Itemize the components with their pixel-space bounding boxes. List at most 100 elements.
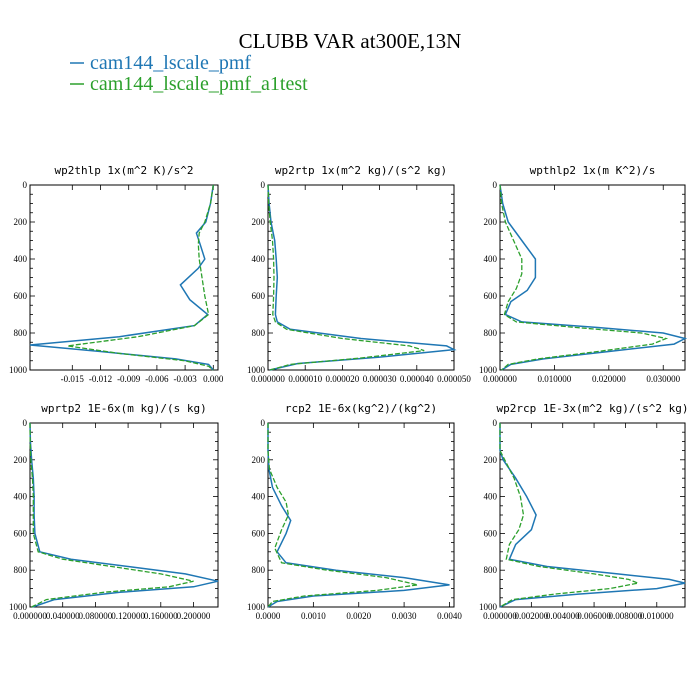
x-tick-label: 0.004000	[546, 611, 580, 621]
series-line-1	[267, 184, 425, 371]
series-line-1	[267, 423, 418, 608]
panel-3: wprtp2 1E-6x(m kg)/(s kg) 0 200 400 600 800 10…	[9, 402, 219, 621]
legend: cam144_lscale_pmf cam144_lscale_pmf_a1te…	[70, 52, 308, 95]
y-tick-label: 200	[252, 455, 266, 465]
y-tick-label: 400	[252, 254, 266, 264]
panel-title: wprtp2 1E-6x(m kg)/(s kg)	[41, 402, 207, 415]
y-tick-label: 800	[14, 328, 28, 338]
y-tick-label: 800	[484, 328, 498, 338]
plot-frame	[29, 422, 219, 608]
y-tick-label: 600	[484, 291, 498, 301]
y-tick-label: 1000	[479, 365, 498, 375]
x-tick-label: -0.009	[117, 374, 141, 384]
x-tick-label: -0.006	[145, 374, 169, 384]
y-tick-label: 0	[493, 418, 498, 428]
panel-title: wp2rtp 1x(m^2 kg)/(s^2 kg)	[275, 164, 447, 177]
series-line-1	[499, 423, 641, 608]
x-tick-label: 0.200000	[177, 611, 211, 621]
x-tick-label: 0.000050	[437, 374, 471, 384]
series-line-0	[499, 423, 686, 608]
panel-0: wp2thlp 1x(m^2 K)/s^2 0 200 400 600 800 1000 -0…	[9, 164, 224, 384]
series-line-1	[67, 184, 214, 371]
series-line-0	[29, 184, 215, 371]
panel-title: rcp2 1E-6x(kg^2)/(kg^2)	[285, 402, 437, 415]
x-tick-label: 0.0020	[346, 611, 371, 621]
panel-5: wp2rcp 1E-3x(m^2 kg)/(s^2 kg) 0 200 400 600 8…	[479, 402, 689, 621]
x-tick-label: 0.000000	[13, 611, 47, 621]
y-tick-label: 400	[14, 254, 28, 264]
y-tick-label: 0	[261, 180, 266, 190]
y-tick-label: 200	[14, 455, 28, 465]
y-tick-label: 0	[261, 418, 266, 428]
y-tick-label: 1000	[247, 602, 266, 612]
x-tick-label: 0.160000	[144, 611, 178, 621]
x-tick-label: 0.020000	[592, 374, 626, 384]
y-tick-label: 1000	[247, 365, 266, 375]
panel-title: wp2rcp 1E-3x(m^2 kg)/(s^2 kg)	[496, 402, 688, 415]
y-tick-label: 400	[252, 492, 266, 502]
y-tick-label: 800	[252, 328, 266, 338]
y-tick-label: 600	[252, 528, 266, 538]
legend-label-1: cam144_lscale_pmf_a1test	[90, 73, 308, 95]
plot-frame	[267, 422, 455, 608]
x-tick-label: 0.040000	[46, 611, 80, 621]
x-tick-label: 0.0040	[437, 611, 462, 621]
series-line-0	[29, 422, 219, 608]
y-tick-label: 400	[484, 254, 498, 264]
y-tick-label: 200	[14, 217, 28, 227]
x-tick-label: 0.000000	[483, 374, 517, 384]
x-tick-label: 0.0000	[256, 611, 281, 621]
y-tick-label: 600	[252, 291, 266, 301]
x-tick-label: -0.012	[89, 374, 112, 384]
x-tick-label: 0.000	[203, 374, 224, 384]
series-line-1	[29, 422, 194, 608]
x-tick-label: -0.015	[61, 374, 85, 384]
plot-frame	[267, 184, 455, 371]
series-line-0	[267, 423, 450, 608]
y-tick-label: 1000	[9, 365, 28, 375]
y-tick-label: 800	[252, 565, 266, 575]
x-tick-label: 0.000010	[288, 374, 322, 384]
figure-title: CLUBB VAR at300E,13N	[239, 29, 462, 53]
y-tick-label: 200	[484, 217, 498, 227]
y-tick-label: 1000	[479, 602, 498, 612]
x-tick-label: 0.080000	[79, 611, 113, 621]
x-tick-label: 0.120000	[111, 611, 145, 621]
x-tick-label: 0.000000	[483, 611, 517, 621]
y-tick-label: 1000	[9, 602, 28, 612]
y-tick-label: 600	[14, 291, 28, 301]
series-line-1	[499, 184, 669, 371]
x-tick-label: 0.010000	[538, 374, 572, 384]
y-tick-label: 200	[252, 217, 266, 227]
x-tick-label: 0.008000	[609, 611, 643, 621]
y-tick-label: 800	[14, 565, 28, 575]
x-tick-label: 0.0030	[392, 611, 417, 621]
panel-4: rcp2 1E-6x(kg^2)/(kg^2) 0 200 400 600 800 1000…	[247, 402, 462, 621]
x-tick-label: 0.000020	[326, 374, 360, 384]
x-tick-label: 0.010000	[640, 611, 674, 621]
legend-label-0: cam144_lscale_pmf	[90, 52, 251, 74]
panel-title: wpthlp2 1x(m K^2)/s	[530, 164, 656, 177]
x-tick-label: 0.002000	[514, 611, 548, 621]
y-tick-label: 200	[484, 455, 498, 465]
plot-frame	[499, 422, 686, 608]
panel-title: wp2thlp 1x(m^2 K)/s^2	[54, 164, 193, 177]
x-tick-label: -0.003	[173, 374, 197, 384]
series-line-0	[267, 184, 457, 371]
x-tick-label: 0.0010	[301, 611, 326, 621]
x-tick-label: 0.006000	[577, 611, 611, 621]
x-tick-label: 0.000040	[400, 374, 434, 384]
y-tick-label: 600	[484, 528, 498, 538]
panels-container: wp2thlp 1x(m^2 K)/s^2 0 200 400 600 800 1000 -0…	[9, 164, 689, 621]
panel-2: wpthlp2 1x(m K^2)/s 0 200 400 600 800 10000.00…	[479, 164, 688, 384]
y-tick-label: 0	[23, 180, 28, 190]
x-tick-label: 0.000030	[363, 374, 397, 384]
y-tick-label: 400	[14, 492, 28, 502]
y-tick-label: 400	[484, 492, 498, 502]
series-line-0	[499, 184, 688, 371]
y-tick-label: 600	[14, 528, 28, 538]
x-tick-label: 0.030000	[646, 374, 680, 384]
x-tick-label: 0.000000	[251, 374, 285, 384]
panel-1: wp2rtp 1x(m^2 kg)/(s^2 kg) 0 200 400 600 800 1…	[247, 164, 471, 384]
